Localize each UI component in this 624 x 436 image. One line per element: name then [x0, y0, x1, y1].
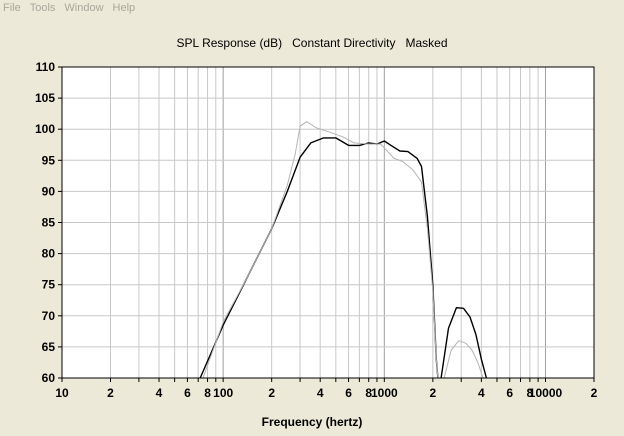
- menu-help[interactable]: Help: [112, 2, 136, 14]
- x-tick-label: 100: [213, 386, 233, 400]
- x-tick-label: 2: [429, 386, 436, 400]
- x-tick-label: 2: [268, 386, 275, 400]
- x-tick-label: 4: [478, 386, 485, 400]
- x-axis-label: Frequency (hertz): [261, 415, 363, 429]
- x-tick-label: 4: [317, 386, 324, 400]
- y-tick-label: 95: [42, 153, 56, 167]
- y-tick-label: 90: [42, 184, 56, 198]
- y-tick-label: 85: [42, 216, 56, 230]
- x-tick-label: 6: [345, 386, 352, 400]
- y-tick-label: 65: [42, 340, 56, 354]
- x-tick-label: 8: [204, 386, 211, 400]
- x-tick-label: 8: [527, 386, 534, 400]
- y-tick-label: 70: [42, 309, 56, 323]
- x-tick-label: 10000: [529, 386, 563, 400]
- y-tick-label: 60: [42, 371, 56, 385]
- series-secondary-line: [202, 121, 439, 379]
- y-tick-label: 100: [35, 122, 55, 136]
- x-tick-label: 6: [506, 386, 513, 400]
- y-tick-label: 110: [36, 60, 56, 74]
- series-secondary-line: [443, 340, 484, 379]
- x-tick-label: 4: [156, 386, 163, 400]
- series-main-line: [440, 307, 488, 379]
- y-tick-label: 80: [42, 247, 56, 261]
- x-tick-label: 10: [55, 386, 69, 400]
- chart-title: SPL Response (dB) Constant Directivity M…: [176, 36, 448, 50]
- x-tick-label: 8: [365, 386, 372, 400]
- menu-bar: File Tools Window Help: [0, 0, 624, 16]
- x-tick-label: 2: [591, 386, 598, 400]
- x-tick-label: 6: [184, 386, 191, 400]
- y-tick-label: 105: [35, 91, 55, 105]
- x-tick-label: 2: [107, 386, 114, 400]
- x-tick-label: 1000: [371, 386, 398, 400]
- y-tick-label: 75: [42, 278, 56, 292]
- series-main-line: [199, 137, 439, 379]
- menu-window[interactable]: Window: [64, 2, 104, 14]
- menu-tools[interactable]: Tools: [29, 2, 56, 14]
- menu-file[interactable]: File: [3, 2, 21, 14]
